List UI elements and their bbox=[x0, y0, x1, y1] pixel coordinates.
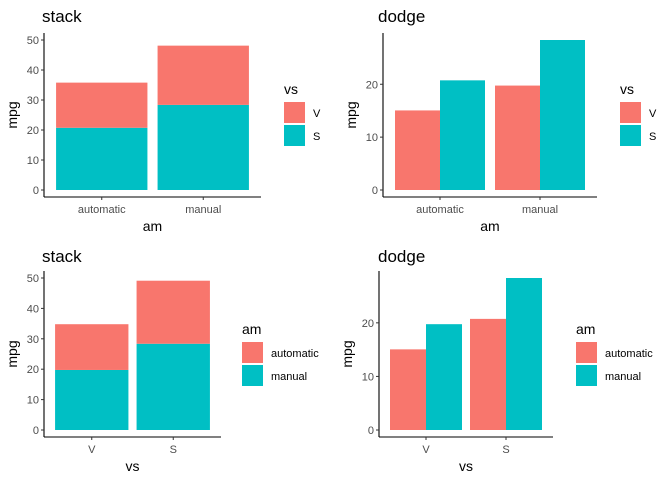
bar-automatic-S bbox=[470, 318, 506, 430]
legend-key-automatic bbox=[576, 342, 597, 363]
legend: vs VS bbox=[284, 81, 321, 146]
y-tick-label: 20 bbox=[362, 318, 374, 330]
legend-title: am bbox=[576, 321, 595, 337]
x-axis-label: am bbox=[480, 218, 499, 234]
legend-title: vs bbox=[620, 81, 634, 97]
y-tick-label: 0 bbox=[368, 425, 374, 437]
legend-label: S bbox=[649, 131, 656, 143]
y-tick-label: 20 bbox=[27, 364, 39, 376]
legend-title: vs bbox=[284, 81, 298, 97]
y-tick-label: 20 bbox=[27, 125, 39, 137]
bar-manual-V bbox=[426, 324, 462, 430]
legend-key-S bbox=[620, 125, 641, 146]
x-tick-label: automatic bbox=[78, 204, 126, 216]
x-tick-label: manual bbox=[185, 204, 221, 216]
legend-key-V bbox=[620, 102, 641, 123]
y-tick-label: 50 bbox=[27, 273, 39, 285]
x-tick-label: automatic bbox=[416, 204, 464, 216]
legend-label: V bbox=[313, 108, 321, 120]
y-tick-label: 10 bbox=[27, 155, 39, 167]
chart-panel-1: 0 10 20 30 40 50 automatic manual stack am mpg vs VS bbox=[4, 7, 321, 234]
bar-manual-S bbox=[136, 343, 210, 430]
legend-label: automatic bbox=[271, 348, 319, 360]
x-axis-label: vs bbox=[459, 458, 473, 474]
y-tick-label: 0 bbox=[33, 185, 39, 197]
legend: am automatic manual bbox=[242, 321, 319, 386]
y-axis-label: mpg bbox=[339, 340, 355, 367]
y-tick-label: 10 bbox=[366, 132, 378, 144]
legend-key-V bbox=[284, 102, 305, 123]
bar-manual-S bbox=[506, 278, 542, 430]
y-tick-label: 10 bbox=[362, 371, 374, 383]
y-tick-label: 30 bbox=[27, 95, 39, 107]
x-axis-label: am bbox=[143, 218, 162, 234]
y-tick-label: 0 bbox=[372, 185, 378, 197]
bar-manual-V bbox=[55, 369, 129, 430]
legend-label: V bbox=[649, 108, 657, 120]
bar-S-manual bbox=[540, 40, 585, 190]
legend-label: automatic bbox=[605, 348, 653, 360]
x-tick-label: V bbox=[422, 444, 430, 456]
x-axis-label: vs bbox=[126, 458, 140, 474]
y-tick-label: 10 bbox=[27, 395, 39, 407]
legend-key-automatic bbox=[242, 342, 263, 363]
legend-label: S bbox=[313, 131, 320, 143]
legend-title: am bbox=[242, 321, 261, 337]
y-axis-label: mpg bbox=[4, 101, 20, 128]
y-tick-label: 50 bbox=[27, 35, 39, 47]
legend-key-manual bbox=[576, 365, 597, 386]
bar-V-manual bbox=[495, 85, 540, 190]
bar-V-manual bbox=[157, 45, 249, 105]
y-tick-label: 20 bbox=[366, 79, 378, 91]
y-axis-label: mpg bbox=[343, 101, 359, 128]
y-tick-label: 0 bbox=[33, 425, 39, 437]
bar-V-automatic bbox=[56, 82, 148, 128]
bar-automatic-S bbox=[136, 280, 210, 344]
chart-title: stack bbox=[42, 247, 82, 266]
x-tick-label: S bbox=[502, 444, 509, 456]
y-axis-label: mpg bbox=[4, 340, 20, 367]
y-tick-label: 40 bbox=[27, 65, 39, 77]
chart-title: dodge bbox=[378, 7, 425, 26]
bar-S-manual bbox=[157, 104, 249, 190]
legend: vs VS bbox=[620, 81, 657, 146]
x-tick-label: S bbox=[170, 444, 177, 456]
x-tick-label: V bbox=[88, 444, 96, 456]
y-tick-label: 40 bbox=[27, 303, 39, 315]
legend: am automatic manual bbox=[576, 321, 653, 386]
bar-S-automatic bbox=[440, 80, 485, 190]
chart-panel-2: 0 10 20 automatic manual dodge am mpg vs VS bbox=[343, 7, 657, 234]
legend-key-S bbox=[284, 125, 305, 146]
legend-label: manual bbox=[271, 371, 307, 383]
y-tick-label: 30 bbox=[27, 334, 39, 346]
x-tick-label: manual bbox=[522, 204, 558, 216]
legend-label: manual bbox=[605, 371, 641, 383]
chart-title: dodge bbox=[378, 247, 425, 266]
legend-key-manual bbox=[242, 365, 263, 386]
chart-title: stack bbox=[42, 7, 82, 26]
bar-automatic-V bbox=[390, 349, 426, 430]
bar-V-automatic bbox=[395, 110, 440, 190]
bar-S-automatic bbox=[56, 127, 148, 190]
bar-automatic-V bbox=[55, 324, 129, 370]
